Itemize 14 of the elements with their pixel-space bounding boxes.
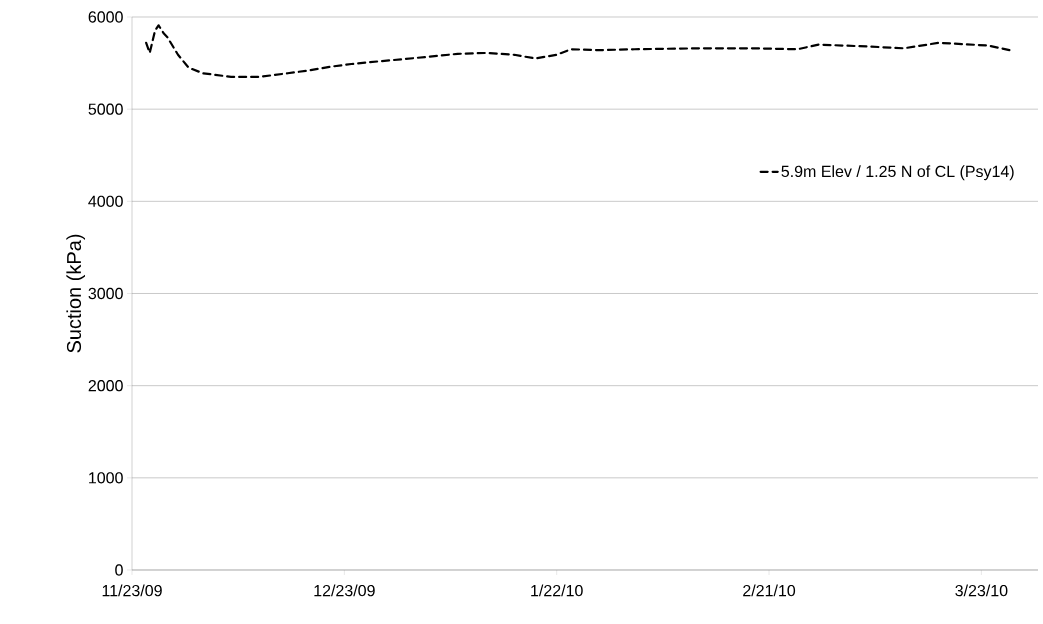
y-tick-label: 2000 bbox=[88, 380, 123, 392]
y-axis-title: Suction (kPa) bbox=[66, 234, 86, 353]
y-tick-label: 3000 bbox=[88, 287, 123, 300]
x-tick-label: 11/23/09 bbox=[102, 584, 162, 597]
x-tick-label: 12/23/09 bbox=[314, 584, 375, 597]
legend-label: 5.9m Elev / 1.25 N of CL (Psy14) bbox=[781, 165, 1014, 181]
y-tick-label: 5000 bbox=[88, 103, 123, 115]
y-tick-label: 6000 bbox=[88, 11, 123, 23]
x-tick-label: 2/21/10 bbox=[743, 584, 796, 597]
y-tick-label: 1000 bbox=[89, 472, 123, 484]
y-tick-label: 4000 bbox=[88, 195, 123, 207]
x-tick-label: 3/23/10 bbox=[955, 584, 1008, 597]
x-tick-label: 1/22/10 bbox=[531, 584, 583, 597]
y-tick-label: 0 bbox=[115, 564, 123, 576]
